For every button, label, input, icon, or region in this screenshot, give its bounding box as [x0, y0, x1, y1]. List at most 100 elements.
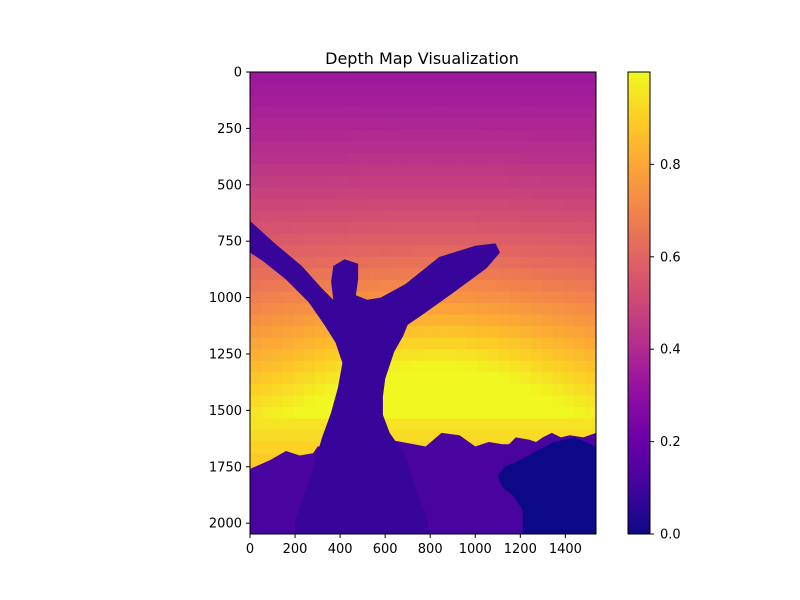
depth-cell: [563, 245, 575, 258]
depth-cell: [466, 418, 478, 431]
depth-cell: [563, 291, 575, 304]
depth-cell: [444, 106, 457, 119]
depth-cell: [336, 95, 348, 108]
depth-cell: [304, 337, 316, 350]
depth-cell: [304, 164, 316, 177]
depth-cell: [423, 349, 435, 362]
depth-cell: [509, 141, 521, 154]
depth-cell: [433, 129, 446, 142]
depth-cell: [520, 303, 532, 316]
depth-cell: [250, 129, 262, 142]
depth-cell: [466, 233, 478, 246]
depth-cell: [477, 291, 489, 304]
depth-cell: [401, 129, 413, 142]
depth-cell: [412, 418, 424, 431]
depth-cell: [574, 210, 586, 223]
y-tick-label: 500: [217, 178, 242, 193]
depth-cell: [563, 279, 575, 293]
depth-cell: [314, 141, 327, 154]
depth-cell: [541, 187, 554, 200]
depth-cell: [325, 256, 338, 269]
depth-cell: [509, 118, 521, 131]
depth-cell: [293, 175, 305, 189]
depth-cell: [271, 268, 284, 281]
depth-cell: [336, 175, 348, 189]
depth-cell: [552, 349, 565, 362]
depth-cell: [433, 72, 446, 85]
depth-cell: [498, 210, 511, 223]
depth-cell: [498, 106, 511, 119]
depth-cell: [401, 72, 413, 85]
depth-cell: [282, 72, 294, 85]
colorbar-tick-label: 0.2: [660, 435, 681, 450]
depth-cell: [563, 337, 575, 350]
depth-cell: [455, 187, 467, 200]
depth-cell: [444, 360, 457, 373]
depth-cell: [509, 83, 521, 96]
depth-cell: [423, 83, 435, 96]
depth-cell: [541, 303, 554, 316]
depth-cell: [477, 222, 489, 235]
depth-cell: [477, 372, 489, 385]
depth-cell: [250, 326, 262, 339]
depth-cell: [401, 95, 413, 108]
depth-cell: [520, 199, 532, 212]
depth-cell: [574, 326, 586, 339]
depth-map-image: [250, 72, 596, 534]
depth-cell: [498, 268, 511, 281]
depth-cell: [531, 430, 543, 443]
depth-cell: [466, 383, 478, 396]
depth-cell: [325, 152, 338, 165]
depth-cell: [477, 95, 489, 108]
depth-cell: [444, 72, 457, 85]
depth-cell: [358, 268, 370, 281]
depth-cell: [509, 291, 521, 304]
depth-cell: [487, 187, 500, 200]
depth-cell: [531, 291, 543, 304]
depth-cell: [520, 210, 532, 223]
depth-cell: [552, 372, 565, 385]
depth-cell: [390, 383, 402, 396]
depth-cell: [574, 175, 586, 189]
depth-cell: [498, 418, 511, 431]
depth-cell: [444, 418, 457, 431]
depth-cell: [368, 291, 381, 304]
depth-cell: [509, 152, 521, 165]
depth-cell: [412, 187, 424, 200]
depth-cell: [433, 360, 446, 373]
colorbar-tick-label: 0.6: [660, 250, 681, 265]
depth-cell: [477, 164, 489, 177]
depth-cell: [509, 72, 521, 85]
depth-cell: [250, 72, 262, 85]
depth-cell: [466, 337, 478, 350]
depth-cell: [293, 441, 305, 454]
depth-cell: [347, 83, 359, 96]
depth-cell: [487, 337, 500, 350]
depth-cell: [282, 95, 294, 108]
depth-cell: [401, 164, 413, 177]
depth-cell: [574, 106, 586, 119]
depth-cell: [531, 326, 543, 339]
depth-cell: [455, 395, 467, 408]
depth-cell: [260, 406, 273, 420]
depth-cell: [390, 233, 402, 246]
depth-cell: [390, 268, 402, 281]
depth-cell: [314, 72, 327, 85]
depth-cell: [541, 152, 554, 165]
depth-cell: [520, 222, 532, 235]
depth-cell: [379, 222, 392, 235]
depth-cell: [293, 303, 305, 316]
depth-cell: [304, 233, 316, 246]
depth-cell: [455, 199, 467, 212]
depth-cell: [390, 175, 402, 189]
depth-cell: [250, 106, 262, 119]
depth-cell: [314, 395, 327, 408]
depth-cell: [487, 349, 500, 362]
depth-cell: [574, 152, 586, 165]
depth-cell: [585, 303, 596, 316]
depth-cell: [509, 106, 521, 119]
depth-cell: [250, 175, 262, 189]
depth-cell: [293, 210, 305, 223]
depth-cell: [574, 349, 586, 362]
depth-cell: [325, 245, 338, 258]
